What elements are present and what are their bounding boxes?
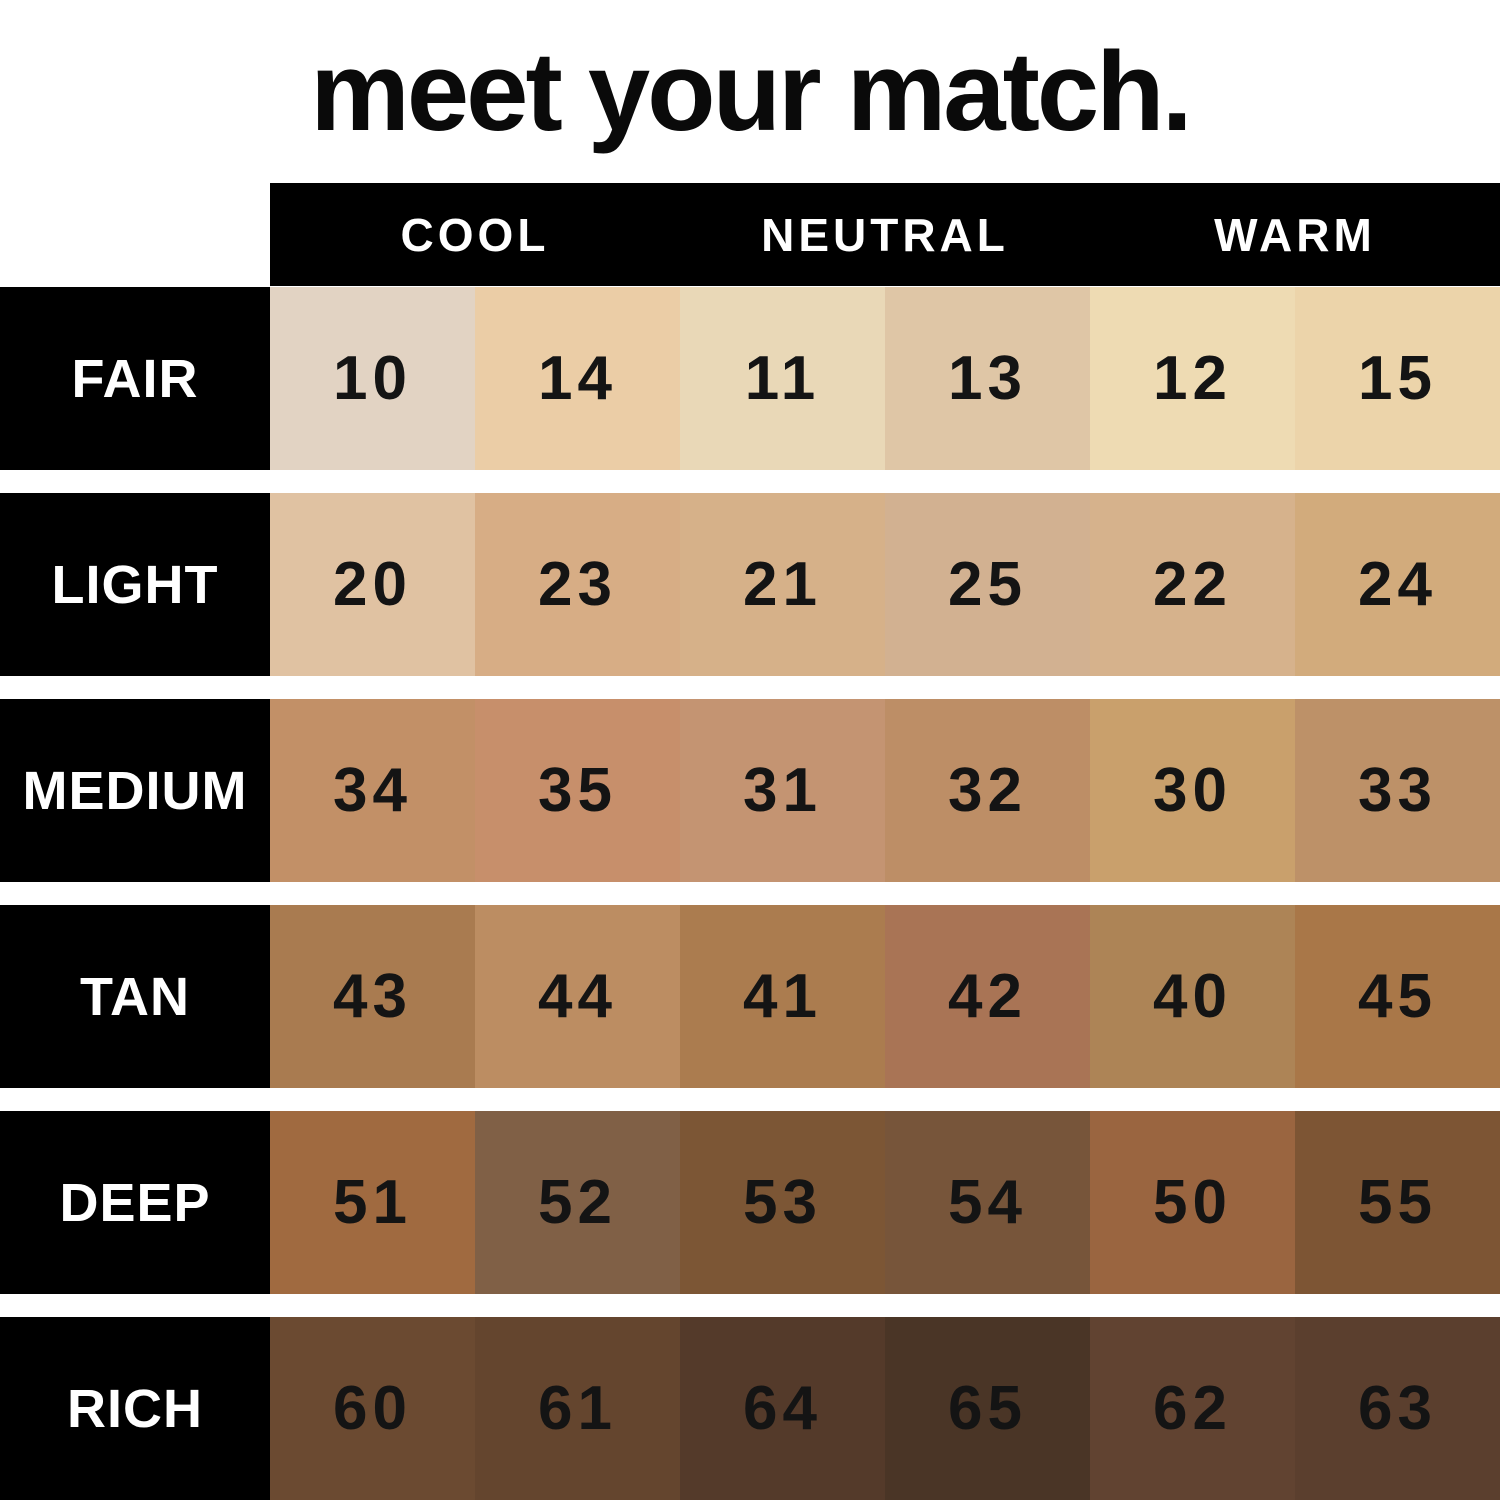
- swatch-23: 23: [475, 493, 680, 676]
- undertone-header-neutral: NEUTRAL: [761, 208, 1009, 261]
- swatch-10-number: 10: [333, 344, 412, 413]
- swatch-51: 51: [270, 1111, 475, 1294]
- row-label-deep: DEEP: [0, 1111, 270, 1294]
- undertone-header-bar: COOL NEUTRAL WARM: [270, 183, 1500, 286]
- swatch-25: 25: [885, 493, 1090, 676]
- swatch-31-number: 31: [743, 756, 822, 825]
- swatch-60: 60: [270, 1317, 475, 1500]
- swatch-63: 63: [1295, 1317, 1500, 1500]
- swatch-40-number: 40: [1153, 962, 1232, 1031]
- swatch-43: 43: [270, 905, 475, 1088]
- swatch-50: 50: [1090, 1111, 1295, 1294]
- swatch-45-number: 45: [1358, 962, 1437, 1031]
- swatch-62-number: 62: [1153, 1374, 1232, 1443]
- swatch-22: 22: [1090, 493, 1295, 676]
- swatch-61-number: 61: [538, 1374, 617, 1443]
- swatch-52: 52: [475, 1111, 680, 1294]
- swatch-42: 42: [885, 905, 1090, 1088]
- shade-row-fair: FAIR 10 14 11 13 12 15: [0, 287, 1500, 470]
- swatch-53: 53: [680, 1111, 885, 1294]
- swatch-10: 10: [270, 287, 475, 470]
- swatch-23-number: 23: [538, 550, 617, 619]
- swatch-44: 44: [475, 905, 680, 1088]
- swatch-35: 35: [475, 699, 680, 882]
- shade-row-rich: RICH 60 61 64 65 62 63: [0, 1317, 1500, 1500]
- swatch-64: 64: [680, 1317, 885, 1500]
- swatch-20: 20: [270, 493, 475, 676]
- swatch-24-number: 24: [1358, 550, 1437, 619]
- swatch-55-number: 55: [1358, 1168, 1437, 1237]
- swatch-25-number: 25: [948, 550, 1027, 619]
- swatch-33-number: 33: [1358, 756, 1437, 825]
- swatch-50-number: 50: [1153, 1168, 1232, 1237]
- swatch-33: 33: [1295, 699, 1500, 882]
- swatch-15: 15: [1295, 287, 1500, 470]
- swatch-60-number: 60: [333, 1374, 412, 1443]
- swatch-32: 32: [885, 699, 1090, 882]
- swatch-22-number: 22: [1153, 550, 1232, 619]
- swatch-31: 31: [680, 699, 885, 882]
- swatch-34: 34: [270, 699, 475, 882]
- swatch-40: 40: [1090, 905, 1295, 1088]
- swatch-15-number: 15: [1358, 344, 1437, 413]
- swatch-41-number: 41: [743, 962, 822, 1031]
- swatch-61: 61: [475, 1317, 680, 1500]
- swatch-44-number: 44: [538, 962, 617, 1031]
- swatch-45: 45: [1295, 905, 1500, 1088]
- swatch-32-number: 32: [948, 756, 1027, 825]
- swatch-53-number: 53: [743, 1168, 822, 1237]
- row-label-rich: RICH: [0, 1317, 270, 1500]
- swatch-34-number: 34: [333, 756, 412, 825]
- swatch-55: 55: [1295, 1111, 1500, 1294]
- swatch-35-number: 35: [538, 756, 617, 825]
- row-label-light: LIGHT: [0, 493, 270, 676]
- shade-row-medium: MEDIUM 34 35 31 32 30 33: [0, 699, 1500, 882]
- swatch-54: 54: [885, 1111, 1090, 1294]
- row-label-tan: TAN: [0, 905, 270, 1088]
- swatch-42-number: 42: [948, 962, 1027, 1031]
- page-title: meet your match.: [310, 29, 1192, 154]
- swatch-63-number: 63: [1358, 1374, 1437, 1443]
- swatch-52-number: 52: [538, 1168, 617, 1237]
- row-label-medium: MEDIUM: [0, 699, 270, 882]
- swatch-12-number: 12: [1153, 344, 1232, 413]
- shade-row-deep: DEEP 51 52 53 54 50 55: [0, 1111, 1500, 1294]
- swatch-24: 24: [1295, 493, 1500, 676]
- swatch-13-number: 13: [948, 344, 1027, 413]
- swatch-12: 12: [1090, 287, 1295, 470]
- swatch-14-number: 14: [538, 344, 617, 413]
- shade-row-tan: TAN 43 44 41 42 40 45: [0, 905, 1500, 1088]
- swatch-51-number: 51: [333, 1168, 412, 1237]
- swatch-14: 14: [475, 287, 680, 470]
- swatch-20-number: 20: [333, 550, 412, 619]
- swatch-13: 13: [885, 287, 1090, 470]
- swatch-11: 11: [680, 287, 885, 470]
- shade-row-light: LIGHT 20 23 21 25 22 24: [0, 493, 1500, 676]
- swatch-11-number: 11: [744, 344, 821, 413]
- undertone-header-warm: WARM: [1214, 208, 1376, 261]
- swatch-62: 62: [1090, 1317, 1295, 1500]
- swatch-21-number: 21: [743, 550, 822, 619]
- swatch-54-number: 54: [948, 1168, 1027, 1237]
- swatch-41: 41: [680, 905, 885, 1088]
- swatch-21: 21: [680, 493, 885, 676]
- undertone-header-cool: COOL: [400, 208, 550, 261]
- row-label-fair: FAIR: [0, 287, 270, 470]
- swatch-65: 65: [885, 1317, 1090, 1500]
- swatch-43-number: 43: [333, 962, 412, 1031]
- swatch-30: 30: [1090, 699, 1295, 882]
- swatch-30-number: 30: [1153, 756, 1232, 825]
- swatch-64-number: 64: [743, 1374, 822, 1443]
- swatch-65-number: 65: [948, 1374, 1027, 1443]
